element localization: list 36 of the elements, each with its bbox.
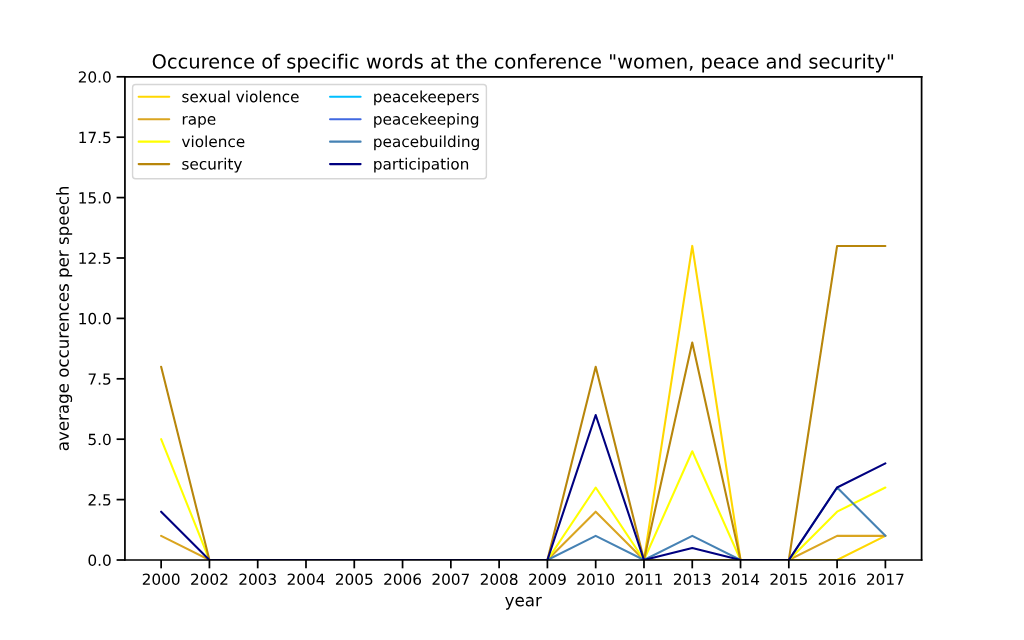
y-tick-label: 5.0 bbox=[88, 433, 111, 446]
y-tick-label: 2.5 bbox=[88, 494, 111, 506]
legend-label: peacekeepers bbox=[374, 90, 479, 106]
y-tick-label: 17.5 bbox=[79, 131, 111, 144]
legend-label: participation bbox=[374, 157, 469, 173]
x-tick-label: 2008 bbox=[480, 573, 518, 586]
chart-title: Occurence of specific words at the conference "women, peace and security" bbox=[152, 53, 894, 73]
y-tick-label: 10.0 bbox=[79, 312, 111, 325]
y-tick-label: 15.0 bbox=[79, 192, 111, 204]
y-tick-label: 12.5 bbox=[79, 252, 111, 265]
x-tick-label: 2002 bbox=[191, 573, 228, 586]
x-tick-label: 2000 bbox=[142, 573, 180, 586]
x-axis-title: year bbox=[505, 596, 542, 610]
y-axis-title: average occurences per speech bbox=[56, 186, 73, 451]
x-tick-label: 2014 bbox=[722, 573, 760, 586]
x-tick-label: 2003 bbox=[239, 573, 276, 586]
x-tick-label: 2007 bbox=[432, 573, 469, 586]
legend-label: rape bbox=[182, 116, 216, 128]
legend-label: sexual violence bbox=[182, 90, 299, 103]
x-tick-label: 2015 bbox=[770, 573, 807, 586]
y-tick-label: 0.0 bbox=[88, 554, 111, 567]
legend-label: peacekeeping bbox=[374, 112, 479, 128]
legend-label: security bbox=[182, 157, 242, 173]
x-tick-label: 2006 bbox=[384, 573, 422, 586]
legend-label: violence bbox=[181, 135, 245, 148]
x-tick-label: 2017 bbox=[867, 573, 904, 586]
x-tick-label: 2010 bbox=[577, 573, 615, 586]
y-tick-label: 20.0 bbox=[78, 71, 111, 83]
x-tick-label: 2013 bbox=[673, 573, 711, 586]
x-tick-label: 2004 bbox=[287, 573, 325, 586]
x-tick-label: 2005 bbox=[335, 573, 373, 586]
y-tick-label: 7.5 bbox=[88, 373, 111, 385]
x-tick-label: 2011 bbox=[625, 573, 662, 586]
legend-label: peacebuilding bbox=[374, 135, 479, 151]
x-tick-label: 2016 bbox=[818, 573, 856, 586]
x-tick-label: 2009 bbox=[529, 573, 566, 586]
